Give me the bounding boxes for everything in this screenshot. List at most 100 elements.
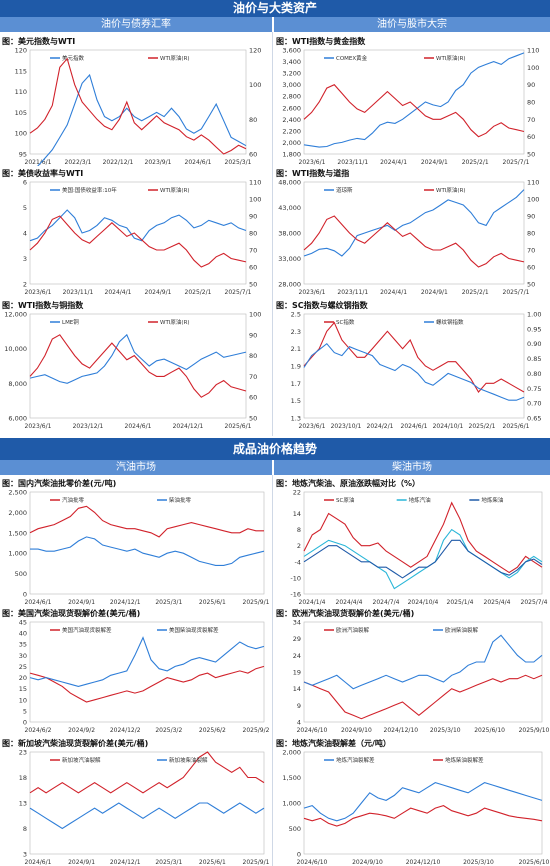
x-tick-label: 2025/7/4 [521, 599, 548, 606]
y-tick-label: 1.7 [291, 380, 301, 388]
x-tick-label: 2025/3/2 [155, 727, 182, 734]
x-tick-label: 2025/6/2 [199, 727, 226, 734]
y-tick-label: 34 [293, 619, 301, 627]
legend-label: COMEX黄金 [336, 54, 368, 62]
chart-panel-wti-dow: 图：WTI指数与道指 48,000 43,000 38,000 33,000 28,000… [274, 168, 550, 296]
x-tick-label: 2025/9/10 [519, 727, 550, 734]
chart-panel-teapot-cracks: 图：地炼汽柴油裂解差（元/吨） 2,000 1,500 1,000 500 0 2024/6… [274, 738, 550, 866]
chart-panel-sc-rebar: 图：SC指数与螺纹钢指数 2.5 2.3 2.1 1.9 1.7 1.5 1.3 1.00 0.9… [274, 300, 550, 430]
legend-label: 道琼斯 [336, 186, 353, 194]
series-line [29, 751, 265, 794]
y2-tick-label: 110 [527, 47, 539, 55]
y-tick-label: 19 [293, 669, 301, 677]
x-tick-label: 2023/11/1 [337, 289, 368, 296]
x-tick-label: 2021/6/1 [25, 159, 52, 166]
x-tick-label: 2025/6/1 [503, 423, 530, 430]
chart-title: 图：WTI指数与铜指数 [2, 301, 84, 310]
y2-tick-label: 60 [249, 151, 257, 159]
y-tick-label: 1,500 [282, 774, 301, 782]
y-tick-label: 0 [23, 591, 27, 599]
chart-svg: 6 5 4 3 2 110 100 90 80 70 60 50 2023/6/1 2023/11/1 20… [23, 179, 262, 297]
x-tick-label: 2025/9/1 [243, 859, 270, 866]
plot-area [303, 751, 543, 855]
legend-label: LME铜 [62, 318, 79, 326]
x-tick-label: 2025/6/1 [225, 423, 252, 430]
subheader-diesel: 柴油市场 [274, 460, 550, 475]
x-tick-label: 2023/6/1 [299, 159, 326, 166]
y-tick-label: 3,600 [282, 47, 301, 55]
y-tick-label: 5 [23, 204, 27, 212]
y2-tick-label: 0.90 [527, 340, 541, 348]
legend-label: SC原油 [336, 496, 355, 504]
y-tick-label: 35 [19, 641, 27, 649]
series-line [29, 209, 247, 242]
chart-svg: 48,000 43,000 38,000 33,000 28,000 110 100 90 80… [278, 179, 539, 297]
subheader-stocks-commodities: 油价与股市大宗 [274, 17, 550, 32]
y-tick-label: 2 [23, 281, 27, 289]
series-line [303, 539, 543, 579]
x-tick-label: 2024/6/2 [25, 727, 52, 734]
legend-label: 美国柴油现货裂解差 [169, 626, 219, 634]
x-tick-label: 2025/6/1 [199, 859, 226, 866]
legend-label: 美国:国债收益率:10年 [62, 186, 117, 194]
x-tick-label: 2023/6/1 [299, 289, 326, 296]
plot-area [29, 751, 265, 855]
y-tick-label: 6 [23, 179, 27, 187]
y-tick-label: 38,000 [278, 230, 301, 238]
plot-area [29, 313, 247, 419]
y-tick-label: 4 [23, 230, 27, 238]
y-tick-label: 3 [23, 255, 27, 263]
y-tick-label: 2,200 [282, 127, 301, 135]
column-divider-bottom [272, 475, 273, 866]
y-tick-label: 40 [19, 630, 27, 638]
y2-tick-label: 100 [249, 81, 261, 89]
x-tick-label: 2025/7/1 [225, 289, 252, 296]
x-tick-label: 2024/9/10 [352, 859, 383, 866]
y-tick-label: -16 [290, 591, 301, 599]
y2-tick-label: 80 [527, 99, 535, 107]
y-tick-label: 14 [293, 685, 301, 693]
x-tick-label: 2023/10/1 [331, 423, 362, 430]
x-tick-label: 2023/12/1 [73, 423, 104, 430]
y-tick-label: 8 [23, 825, 27, 833]
legend-label: 地炼汽油 [409, 496, 432, 504]
x-tick-label: 2024/12/1 [110, 859, 141, 866]
plot-area [29, 491, 265, 595]
x-tick-label: 2025/3/10 [430, 727, 461, 734]
y2-tick-label: 50 [527, 151, 535, 159]
y-tick-label: 100 [15, 130, 27, 138]
legend-label: 地炼柴油 [481, 496, 504, 504]
legend-label: WTI原油(R) [160, 54, 190, 62]
y-tick-label: 1,000 [282, 800, 301, 808]
y-tick-label: 30 [19, 652, 27, 660]
x-tick-label: 2024/6/1 [25, 599, 52, 606]
y-tick-label: 33,000 [278, 255, 301, 263]
y-tick-label: 500 [289, 825, 301, 833]
chart-title: 图：地炼汽柴油裂解差（元/吨） [276, 739, 391, 748]
chart-title: 图：新加坡汽柴油现货裂解价差(美元/桶) [2, 739, 149, 748]
x-tick-label: 2024/6/10 [297, 859, 328, 866]
y-tick-label: 2,800 [282, 93, 301, 101]
y-tick-label: 10 [19, 696, 27, 704]
subheader-gasoline: 汽油市场 [0, 460, 272, 475]
y-tick-label: 28,000 [278, 281, 301, 289]
y-tick-label: 2,500 [8, 489, 27, 497]
series-line [37, 73, 247, 166]
series-line [29, 505, 264, 538]
y-tick-label: 1.5 [291, 397, 301, 405]
x-tick-label: 2023/6/1 [25, 423, 52, 430]
x-tick-label: 2022/12/1 [103, 159, 134, 166]
y-tick-label: 120 [15, 47, 27, 55]
y2-tick-label: 0.75 [527, 385, 541, 393]
y2-tick-label: 70 [249, 247, 257, 255]
chart-panel-us-cracks: 图：美国汽柴油现货裂解价差(美元/桶) 45 40 35 30 25 20 15 10 5 0 202… [0, 608, 272, 734]
legend-label: 地炼汽油裂解差 [336, 756, 375, 764]
series-line [303, 805, 543, 827]
x-tick-label: 2024/6/1 [401, 423, 428, 430]
y-tick-label: 2,600 [282, 104, 301, 112]
x-tick-label: 2024/9/1 [421, 159, 448, 166]
y2-tick-label: 90 [249, 331, 257, 339]
x-tick-label: 2023/9/1 [145, 159, 172, 166]
